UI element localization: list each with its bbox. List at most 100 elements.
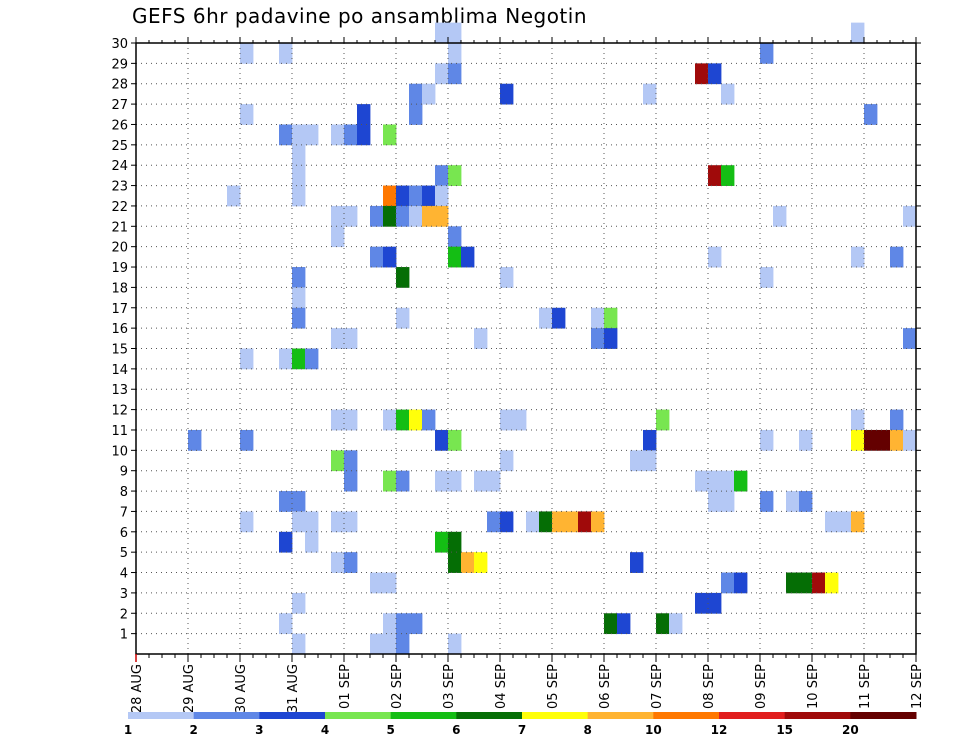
heatmap-cell	[331, 226, 345, 248]
heatmap-cell	[331, 124, 345, 146]
legend-label: 3	[255, 723, 263, 737]
y-tick-label: 15	[111, 343, 128, 358]
heatmap-cell	[344, 124, 358, 146]
heatmap-cell	[292, 491, 306, 512]
heatmap-cell	[292, 287, 306, 309]
heatmap-cell	[448, 429, 462, 451]
heatmap-cell	[383, 409, 397, 431]
heatmap-cell	[487, 470, 501, 492]
heatmap-cell	[396, 205, 410, 227]
heatmap-cell	[708, 470, 722, 492]
legend-swatch	[587, 712, 654, 719]
heatmap-cell	[864, 104, 878, 125]
heatmap-cell	[604, 307, 618, 329]
heatmap-cell	[474, 552, 488, 573]
y-tick-label: 28	[111, 78, 128, 93]
heatmap-cell	[240, 104, 254, 125]
heatmap-cell	[279, 491, 293, 512]
heatmap-cell	[643, 429, 657, 451]
y-tick-label: 26	[111, 118, 128, 133]
heatmap-cell	[448, 43, 462, 64]
heatmap-cell	[422, 409, 436, 431]
heatmap-cell	[435, 429, 449, 451]
y-tick-label: 5	[120, 546, 128, 561]
legend-label: 1	[124, 723, 132, 737]
heatmap-cell	[292, 307, 306, 329]
y-tick-label: 27	[111, 98, 128, 113]
legend-swatch	[325, 712, 392, 719]
heatmap-cell	[383, 572, 397, 594]
x-tick-label: 05 SEP	[546, 664, 561, 709]
heatmap-cell	[760, 43, 774, 64]
heatmap-cell	[292, 267, 306, 288]
y-tick-label: 21	[111, 220, 128, 235]
heatmap-cell	[188, 429, 202, 451]
y-tick-label: 25	[111, 139, 128, 154]
legend-label: 2	[189, 723, 197, 737]
legend-swatch	[193, 712, 260, 719]
y-tick-label: 2	[120, 607, 128, 622]
heatmap-cell	[422, 83, 436, 105]
y-tick-label: 9	[120, 465, 128, 480]
heatmap-cell	[435, 165, 449, 186]
y-tick-label: 4	[120, 567, 128, 582]
heatmap-cell	[383, 205, 397, 227]
heatmap-cell	[305, 511, 319, 533]
x-tick-label: 01 SEP	[338, 664, 353, 709]
heatmap-cell	[500, 83, 514, 105]
y-tick-label: 11	[111, 424, 128, 439]
heatmap-cell	[877, 429, 891, 451]
heatmap-cell	[500, 511, 514, 533]
heatmap-cell	[435, 470, 449, 492]
heatmap-cell	[344, 450, 358, 472]
heatmap-cell	[851, 511, 865, 533]
heatmap-cell	[435, 22, 449, 44]
heatmap-cell	[851, 409, 865, 431]
heatmap-cell	[370, 205, 384, 227]
heatmap-cell	[279, 531, 293, 553]
x-tick-label: 31 AUG	[286, 664, 301, 713]
y-tick-label: 1	[120, 628, 128, 643]
heatmap-cell	[721, 572, 735, 594]
heatmap-cell	[331, 552, 345, 573]
heatmap-cell	[643, 83, 657, 105]
heatmap-cell	[435, 531, 449, 553]
heatmap-cell	[669, 613, 683, 635]
x-tick-label: 04 SEP	[494, 664, 509, 709]
heatmap-cell	[370, 246, 384, 268]
legend-label: 8	[583, 723, 591, 737]
heatmap-cell	[526, 511, 540, 533]
heatmap-cell	[409, 205, 423, 227]
heatmap-cell	[643, 450, 657, 472]
heatmap-cell	[396, 470, 410, 492]
heatmap-cell	[708, 592, 722, 614]
heatmap-cell	[539, 511, 553, 533]
legend-label: 4	[321, 723, 329, 737]
heatmap-cell	[240, 511, 254, 533]
heatmap-cell	[851, 22, 865, 44]
heatmap-cell	[292, 348, 306, 370]
heatmap-cell	[630, 450, 644, 472]
heatmap-cell	[773, 205, 787, 227]
heatmap-cell	[435, 185, 449, 207]
heatmap-cell	[500, 450, 514, 472]
heatmap-cell	[331, 511, 345, 533]
y-tick-label: 10	[111, 444, 128, 459]
legend-label: 15	[776, 723, 793, 737]
heatmap-cell	[383, 185, 397, 207]
heatmap-cell	[279, 43, 293, 64]
legend-swatch	[390, 712, 457, 719]
heatmap-cell	[708, 165, 722, 186]
heatmap-cell	[695, 592, 709, 614]
legend-label: 5	[386, 723, 394, 737]
heatmap-cell	[578, 511, 592, 533]
legend-swatch	[784, 712, 851, 719]
heatmap-cell	[370, 633, 384, 655]
heatmap-cell	[903, 328, 917, 349]
heatmap-cell	[474, 328, 488, 349]
heatmap-cell	[435, 205, 449, 227]
heatmap-cell	[396, 307, 410, 329]
heatmap-cell	[799, 429, 813, 451]
x-tick-label: 02 SEP	[390, 664, 405, 709]
x-tick-label: 07 SEP	[650, 664, 665, 709]
